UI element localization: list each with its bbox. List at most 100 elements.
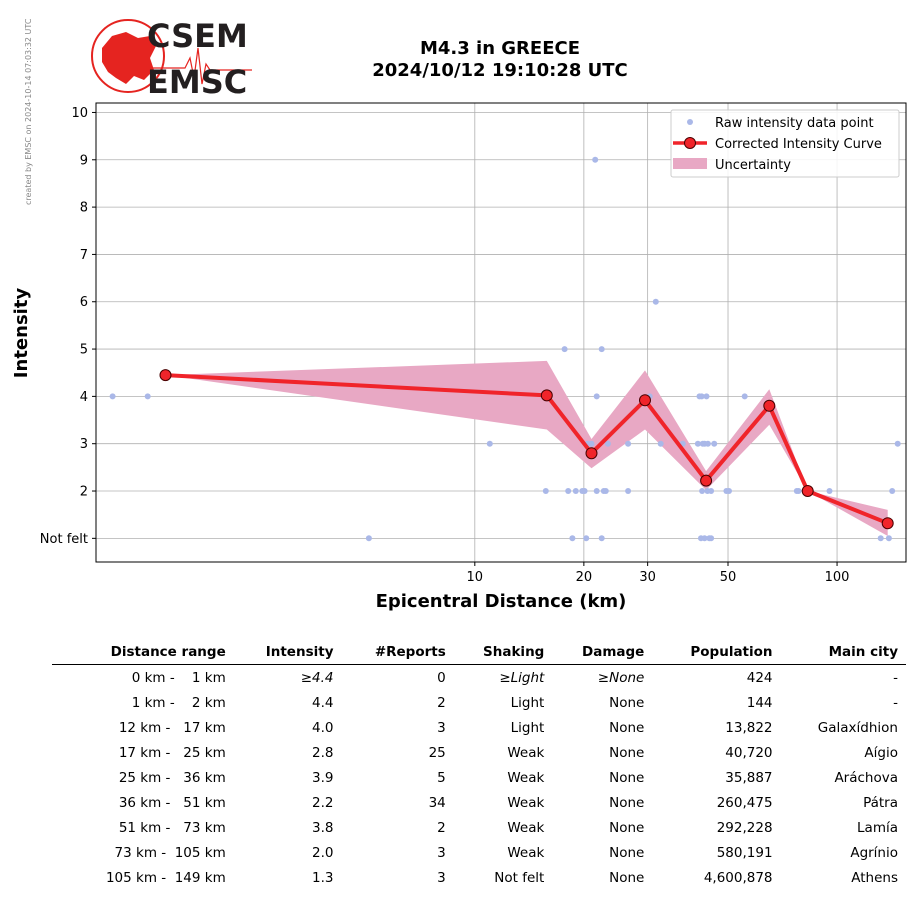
plot-frame (95, 102, 907, 563)
table-cell: Weak (507, 844, 545, 861)
curve-point (763, 399, 776, 412)
table-cell: 3.8 (312, 819, 334, 836)
ticks: Not felt 2 3 4 5 6 7 8 9 10 10 20 30 50 100 (40, 106, 850, 585)
y-tick-label: 2 (80, 485, 88, 500)
table-cell: 17 km - 25 km (118, 744, 226, 761)
raw-data-point (581, 488, 588, 494)
table-cell: 105 km - 149 km (105, 869, 226, 886)
raw-data-point (698, 393, 705, 400)
raw-data-point (885, 535, 892, 542)
table-cell: 4.4 (312, 694, 334, 711)
chart-subtitle: 2024/10/12 19:10:28 UTC (372, 60, 628, 81)
table-cell: 0 km - 1 km (131, 669, 226, 686)
raw-data-point (144, 393, 151, 400)
raw-data-point (583, 535, 590, 542)
x-tick-label: 100 (825, 570, 850, 585)
table-cell: None (609, 794, 645, 811)
raw-data-point (561, 346, 568, 353)
raw-points-group (109, 156, 901, 542)
y-tick-label: 10 (71, 106, 88, 121)
raw-data-point (365, 535, 372, 542)
emsc-logo: CSEM EMSC (91, 18, 252, 98)
raw-data-point (598, 346, 605, 353)
table-cell: 260,475 (716, 794, 773, 811)
raw-data-point (592, 156, 599, 163)
raw-data-point (704, 440, 711, 447)
y-tick-label: 6 (80, 295, 88, 310)
table-cell: Weak (507, 769, 545, 786)
raw-data-point (826, 488, 833, 494)
table-cell: 4,600,878 (703, 869, 773, 886)
table-cell: Not felt (494, 869, 545, 886)
table-cell: None (609, 844, 645, 861)
uncertainty-band-group (165, 360, 888, 536)
table-cell: Pátra (863, 794, 898, 811)
table-cell: 51 km - 73 km (118, 819, 226, 836)
table-cell: 2.8 (312, 744, 334, 761)
raw-data-point (703, 393, 710, 400)
table-cell: None (609, 819, 645, 836)
raw-data-point (593, 488, 600, 494)
raw-data-point (588, 440, 595, 447)
raw-data-point (889, 488, 896, 494)
y-axis-label: Intensity (11, 288, 32, 379)
table-header-cell: Damage (552, 640, 653, 665)
table-cell: ≥4.4 (300, 669, 334, 686)
curve-point (159, 369, 172, 382)
curve-point (540, 389, 553, 402)
table-cell: Agrínio (850, 844, 898, 861)
raw-data-point (565, 488, 572, 494)
table-row: 36 km - 51 km 2.2 34 Weak None 260,475 Pátra (52, 790, 906, 815)
logo-seismogram (150, 47, 252, 85)
logo-line1: CSEM (147, 18, 248, 55)
table-header-cell: Distance range (52, 640, 234, 665)
uncertainty-band (165, 360, 888, 536)
table-cell: 3 (437, 844, 446, 861)
logo-globe (91, 19, 165, 93)
raw-data-point (598, 535, 605, 542)
table-cell: 5 (437, 769, 446, 786)
watermark: created by EMSC on 2024-10-14 07:03:32 U… (24, 18, 33, 205)
table-cell: 424 (746, 669, 773, 686)
table-row: 12 km - 17 km 4.0 3 Light None 13,822 Galaxídh… (52, 715, 906, 740)
table-header-cell: #Reports (341, 640, 454, 665)
raw-data-point (701, 535, 708, 542)
table-header-row: Distance range Intensity #Reports Shaking Da… (52, 640, 906, 665)
raw-data-point (625, 440, 632, 447)
raw-data-point (877, 535, 884, 542)
raw-data-point (795, 488, 802, 494)
raw-data-point (604, 440, 611, 447)
table-cell: 36 km - 51 km (118, 794, 226, 811)
watermark-text: created by EMSC on 2024-10-14 07:03:32 U… (24, 18, 33, 205)
curve-point (639, 394, 651, 407)
table-cell: 144 (746, 694, 773, 711)
table-cell: 2 (437, 819, 446, 836)
table-cell: Light (510, 719, 545, 736)
table-cell: 3 (437, 719, 446, 736)
table-cell: - (893, 694, 898, 711)
x-axis-label: Epicentral Distance (km) (376, 591, 627, 612)
table-cell: 12 km - 17 km (118, 719, 226, 736)
table-cell: 25 km - 36 km (118, 769, 226, 786)
table-cell: ≥None (597, 669, 645, 686)
legend-raw-label: Raw intensity data point (715, 116, 874, 131)
table-cell: 35,887 (725, 769, 773, 786)
raw-data-point (109, 393, 116, 400)
table-cell: None (609, 769, 645, 786)
x-tick-label: 50 (720, 570, 737, 585)
intensity-chart: Not felt 2 3 4 5 6 7 8 9 10 10 20 30 50 100 Epicentral… (11, 102, 907, 612)
table-row: 73 km - 105 km 2.0 3 Weak None 580,191 Agrínio (52, 840, 906, 865)
legend-uncertainty-swatch (673, 158, 707, 169)
table-cell: Weak (507, 794, 545, 811)
table-cell: Weak (507, 819, 545, 836)
table-cell: 4.0 (312, 719, 334, 736)
table-cell: 3 (437, 869, 446, 886)
table-cell: None (609, 869, 645, 886)
table-cell: Aígio (864, 744, 898, 761)
curve-point (881, 517, 894, 530)
logo-line2: EMSC (147, 63, 247, 98)
y-tick-label: Not felt (40, 532, 88, 547)
table-cell: 0 (437, 669, 446, 686)
raw-data-point (741, 393, 748, 400)
x-tick-label: 30 (639, 570, 656, 585)
